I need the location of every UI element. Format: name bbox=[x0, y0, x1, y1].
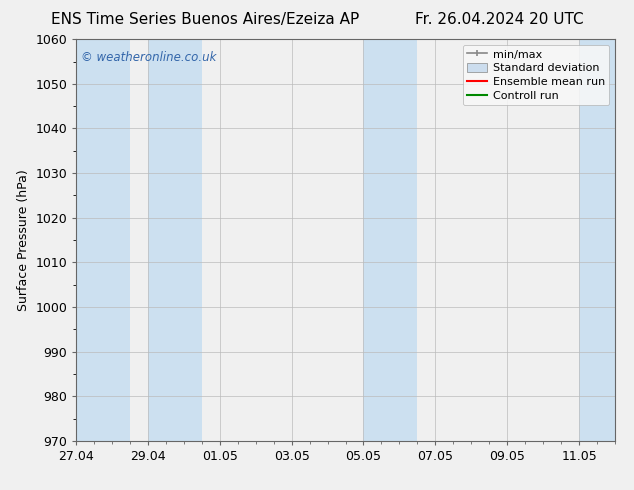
Legend: min/max, Standard deviation, Ensemble mean run, Controll run: min/max, Standard deviation, Ensemble me… bbox=[463, 45, 609, 105]
Text: Fr. 26.04.2024 20 UTC: Fr. 26.04.2024 20 UTC bbox=[415, 12, 583, 27]
Bar bbox=[76, 39, 130, 441]
Text: © weatheronline.co.uk: © weatheronline.co.uk bbox=[81, 51, 217, 64]
Bar bbox=[579, 39, 615, 441]
Y-axis label: Surface Pressure (hPa): Surface Pressure (hPa) bbox=[16, 169, 30, 311]
Text: ENS Time Series Buenos Aires/Ezeiza AP: ENS Time Series Buenos Aires/Ezeiza AP bbox=[51, 12, 359, 27]
Bar bbox=[363, 39, 417, 441]
Bar bbox=[148, 39, 202, 441]
